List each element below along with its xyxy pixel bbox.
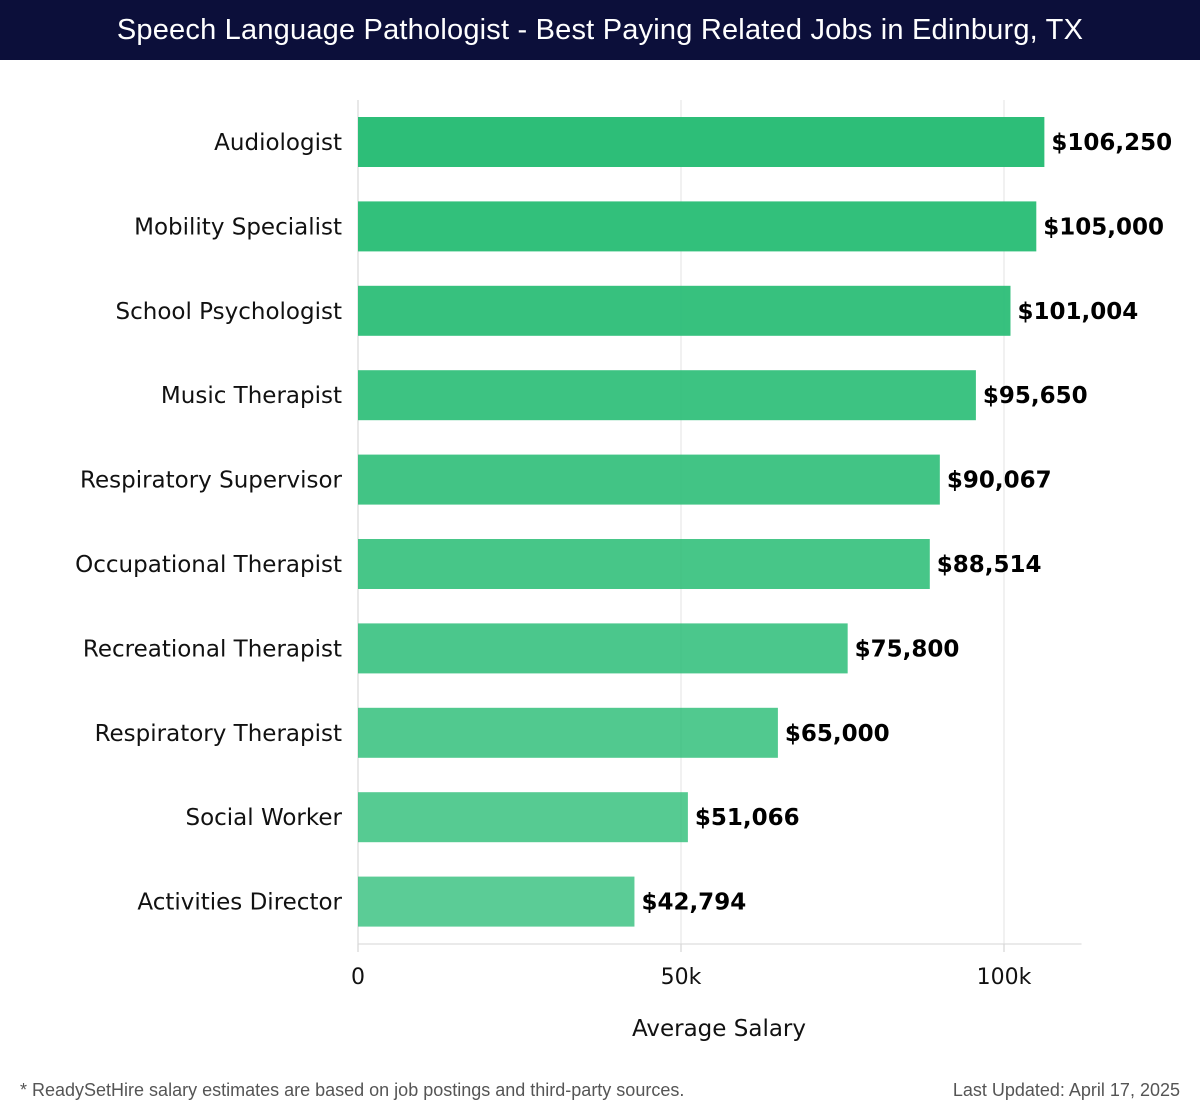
- bar: [358, 876, 635, 927]
- x-tick-label: 0: [351, 965, 365, 990]
- category-label: School Psychologist: [116, 299, 342, 325]
- footer-note: * ReadySetHire salary estimates are base…: [20, 1080, 685, 1100]
- category-label: Recreational Therapist: [83, 636, 342, 662]
- value-label: $95,650: [983, 383, 1088, 409]
- x-axis-label: Average Salary: [632, 1016, 806, 1042]
- category-label: Audiologist: [214, 130, 342, 156]
- category-label: Respiratory Supervisor: [80, 468, 343, 494]
- bar: [358, 454, 940, 505]
- bar: [358, 370, 976, 421]
- bar: [358, 285, 1011, 336]
- value-label: $105,000: [1043, 214, 1164, 240]
- category-label: Occupational Therapist: [75, 552, 342, 578]
- category-label: Social Worker: [185, 805, 342, 831]
- value-label: $42,794: [641, 890, 746, 916]
- bar-chart: Audiologist $106,250 Mobility Specialist $1…: [75, 100, 1172, 1042]
- value-label: $51,066: [695, 805, 800, 831]
- category-label: Music Therapist: [161, 383, 342, 409]
- x-axis: 0 50k 100k Average Salary: [351, 943, 1082, 1042]
- value-label: $88,514: [937, 552, 1042, 578]
- value-label: $75,800: [855, 636, 960, 662]
- bar: [358, 707, 778, 758]
- value-label: $65,000: [785, 721, 890, 747]
- bar: [358, 117, 1045, 167]
- bar: [358, 623, 848, 674]
- value-label: $90,067: [947, 468, 1052, 494]
- x-tick-label: 100k: [977, 965, 1032, 990]
- bar: [358, 539, 930, 589]
- last-updated: Last Updated: April 17, 2025: [952, 1080, 1180, 1100]
- value-label: $106,250: [1051, 130, 1172, 156]
- bar: [358, 792, 688, 843]
- category-label: Activities Director: [137, 890, 342, 916]
- bar: [358, 201, 1037, 252]
- category-label: Respiratory Therapist: [95, 721, 342, 747]
- category-label: Mobility Specialist: [134, 214, 342, 240]
- value-label: $101,004: [1017, 299, 1138, 325]
- bars: Audiologist $106,250 Mobility Specialist $1…: [75, 117, 1172, 927]
- chart-title: Speech Language Pathologist - Best Payin…: [0, 0, 1200, 60]
- x-tick-label: 50k: [661, 965, 702, 990]
